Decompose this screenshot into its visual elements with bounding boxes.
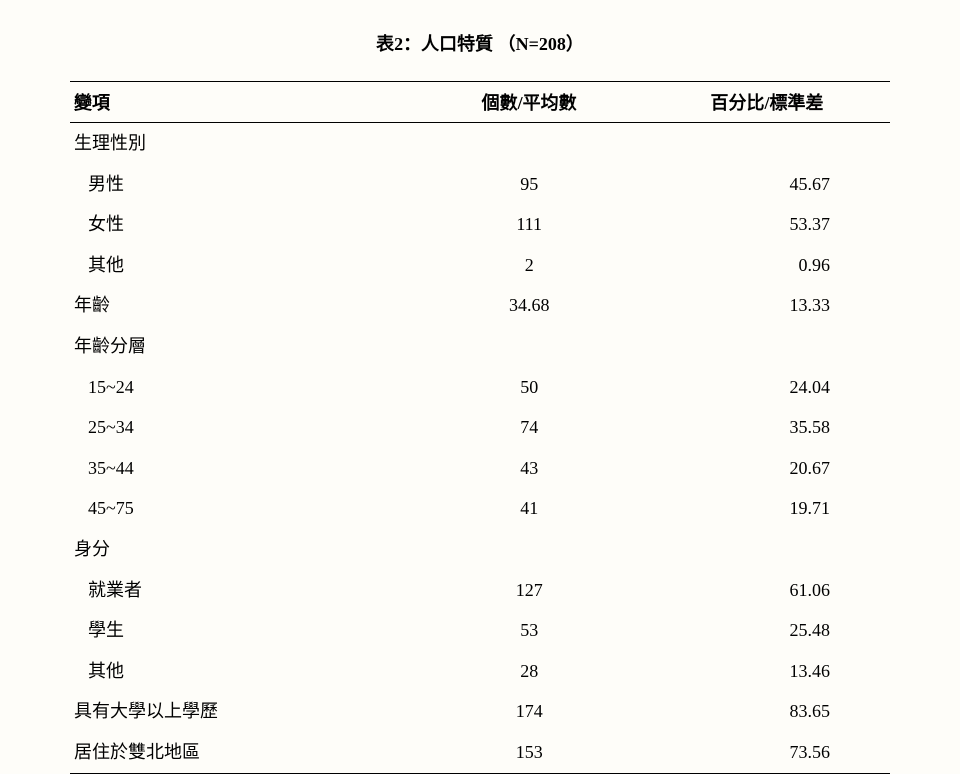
row-percent: 20.67 (644, 448, 890, 489)
header-percent: 百分比/標準差 (644, 82, 890, 123)
row-percent (644, 123, 890, 164)
table-row: 其他2813.46 (70, 651, 890, 692)
row-label: 45~75 (70, 488, 414, 529)
table-row: 25~347435.58 (70, 407, 890, 448)
table-row: 具有大學以上學歷17483.65 (70, 691, 890, 732)
row-percent: 83.65 (644, 691, 890, 732)
header-variable: 變項 (70, 82, 414, 123)
row-label: 居住於雙北地區 (70, 732, 414, 773)
row-percent: 53.37 (644, 204, 890, 245)
row-count: 2 (414, 245, 644, 286)
row-label: 男性 (70, 164, 414, 205)
row-count: 28 (414, 651, 644, 692)
table-row: 身分 (70, 529, 890, 570)
row-count: 53 (414, 610, 644, 651)
table-row: 35~444320.67 (70, 448, 890, 489)
table-row: 就業者12761.06 (70, 570, 890, 611)
row-percent: 25.48 (644, 610, 890, 651)
row-count: 111 (414, 204, 644, 245)
row-count: 174 (414, 691, 644, 732)
header-count: 個數/平均數 (414, 82, 644, 123)
row-percent: 13.33 (644, 285, 890, 326)
row-label: 15~24 (70, 367, 414, 408)
row-percent: 13.46 (644, 651, 890, 692)
row-count: 41 (414, 488, 644, 529)
table-row: 居住於雙北地區15373.56 (70, 732, 890, 773)
row-percent (644, 529, 890, 570)
row-count: 74 (414, 407, 644, 448)
row-label: 生理性別 (70, 123, 414, 164)
table-row: 學生5325.48 (70, 610, 890, 651)
table-row: 其他20.96 (70, 245, 890, 286)
table-title: 表2：人口特質 （N=208） (70, 30, 890, 56)
row-label: 具有大學以上學歷 (70, 691, 414, 732)
row-count: 153 (414, 732, 644, 773)
row-label: 學生 (70, 610, 414, 651)
row-label: 女性 (70, 204, 414, 245)
row-count: 95 (414, 164, 644, 205)
row-percent: 45.67 (644, 164, 890, 205)
table-row: 男性9545.67 (70, 164, 890, 205)
table-row: 女性11153.37 (70, 204, 890, 245)
table-header-row: 變項 個數/平均數 百分比/標準差 (70, 82, 890, 123)
row-percent (644, 326, 890, 367)
row-count (414, 326, 644, 367)
row-label: 35~44 (70, 448, 414, 489)
row-label: 25~34 (70, 407, 414, 448)
table-row: 15~245024.04 (70, 367, 890, 408)
row-label: 年齡 (70, 285, 414, 326)
row-count (414, 123, 644, 164)
row-percent: 61.06 (644, 570, 890, 611)
row-label: 其他 (70, 651, 414, 692)
row-percent: 73.56 (644, 732, 890, 773)
table-row: 年齡34.6813.33 (70, 285, 890, 326)
row-label: 年齡分層 (70, 326, 414, 367)
row-label: 就業者 (70, 570, 414, 611)
table-row: 年齡分層 (70, 326, 890, 367)
row-percent: 0.96 (644, 245, 890, 286)
row-count: 50 (414, 367, 644, 408)
row-count (414, 529, 644, 570)
row-percent: 24.04 (644, 367, 890, 408)
row-label: 身分 (70, 529, 414, 570)
demographics-table: 變項 個數/平均數 百分比/標準差 生理性別男性9545.67女性11153.3… (70, 81, 890, 774)
row-count: 34.68 (414, 285, 644, 326)
table-row: 生理性別 (70, 123, 890, 164)
row-label: 其他 (70, 245, 414, 286)
row-percent: 19.71 (644, 488, 890, 529)
row-count: 127 (414, 570, 644, 611)
row-percent: 35.58 (644, 407, 890, 448)
table-row: 45~754119.71 (70, 488, 890, 529)
row-count: 43 (414, 448, 644, 489)
